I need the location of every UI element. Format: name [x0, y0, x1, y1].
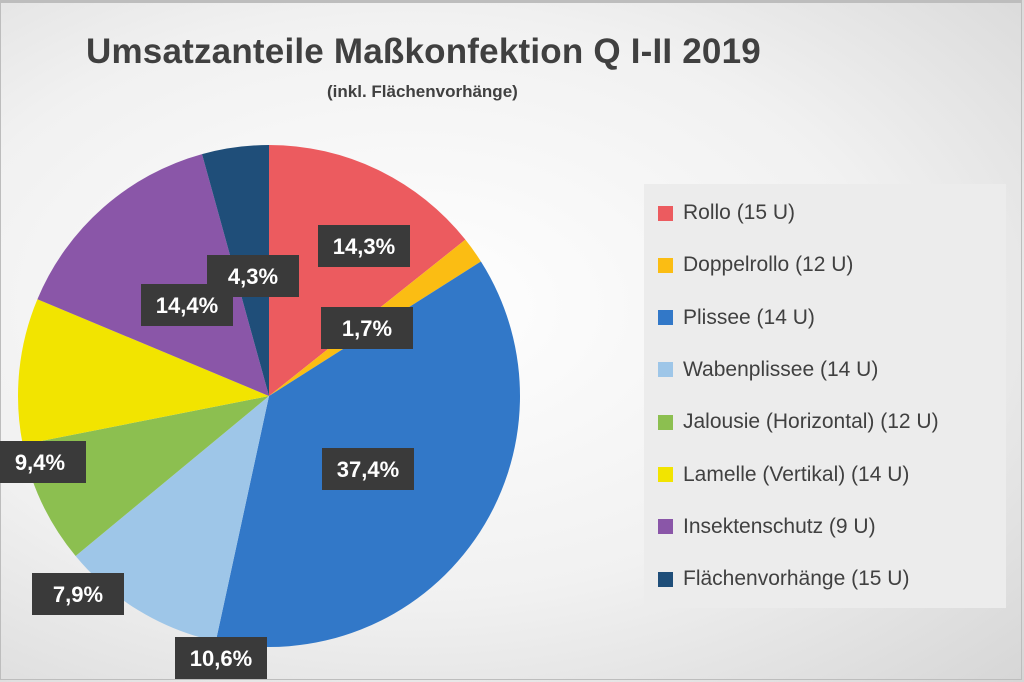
legend-item: Doppelrollo (12 U) — [658, 250, 853, 280]
legend-item: Plissee (14 U) — [658, 303, 815, 333]
legend-label: Doppelrollo (12 U) — [683, 253, 854, 277]
legend-label: Flächenvorhänge (15 U) — [683, 567, 910, 591]
data-label: 9,4% — [0, 441, 86, 483]
legend-item: Flächenvorhänge (15 U) — [658, 564, 909, 594]
chart-legend: Rollo (15 U) Doppelrollo (12 U) Plissee (1… — [644, 184, 1006, 608]
pie-slice — [37, 154, 269, 396]
data-label-text: 14,4% — [156, 293, 218, 318]
legend-swatch — [658, 257, 673, 273]
legend-item: Rollo (15 U) — [658, 198, 795, 228]
data-label-text: 37,4% — [337, 457, 399, 482]
data-label-box — [0, 441, 86, 483]
data-label-text: 4,3% — [228, 264, 278, 289]
data-label: 4,3% — [207, 255, 299, 297]
data-label-text: 9,4% — [15, 450, 65, 475]
pie-data-labels: 14,3% 1,7% 37,4% 10,6% 7,9% 9,4% 14,4% 4,3% — [0, 225, 414, 679]
data-label-box — [175, 637, 267, 679]
data-label-box — [322, 448, 414, 490]
legend-swatch — [658, 571, 673, 587]
data-label-text: 10,6% — [190, 646, 252, 671]
legend-swatch — [658, 310, 673, 326]
legend-label: Insektenschutz (9 U) — [683, 514, 876, 538]
legend-swatch — [658, 414, 673, 430]
legend-swatch — [658, 362, 673, 378]
pie-slice — [18, 299, 269, 445]
legend-swatch — [658, 519, 673, 535]
data-label: 14,3% — [318, 225, 410, 267]
legend-label: Lamelle (Vertikal) (14 U) — [683, 462, 910, 486]
legend-label: Rollo (15 U) — [683, 201, 796, 224]
pie-slice — [269, 145, 466, 396]
pie-slice — [22, 396, 269, 556]
legend-swatch — [658, 205, 673, 221]
legend-item: Jalousie (Horizontal) (12 U) — [658, 407, 939, 437]
data-label-text: 7,9% — [53, 582, 103, 607]
chart-subtitle: (inkl. Flächenvorhänge) — [327, 82, 518, 101]
data-label-text: 14,3% — [333, 234, 395, 259]
data-label-box — [321, 307, 413, 349]
data-label-box — [207, 255, 299, 297]
legend-label: Jalousie (Horizontal) (12 U) — [683, 410, 939, 434]
data-label: 37,4% — [322, 448, 414, 490]
data-label-text: 1,7% — [342, 316, 392, 341]
legend-swatch — [658, 467, 673, 482]
legend-item: Wabenplissee (14 U) — [658, 355, 878, 385]
legend-item: Lamelle (Vertikal) (14 U) — [658, 460, 909, 490]
data-label: 7,9% — [32, 573, 124, 615]
legend-item: Insektenschutz (9 U) — [658, 512, 876, 542]
data-label: 10,6% — [175, 637, 267, 679]
pie-slices — [18, 145, 520, 647]
data-label-box — [318, 225, 410, 267]
data-label: 1,7% — [321, 307, 413, 349]
chart-title: Umsatzanteile Maßkonfektion Q I-II 2019 — [86, 32, 761, 71]
legend-label: Plissee (14 U) — [683, 305, 815, 329]
data-label-box — [32, 573, 124, 615]
legend-label: Wabenplissee (14 U) — [683, 357, 879, 381]
